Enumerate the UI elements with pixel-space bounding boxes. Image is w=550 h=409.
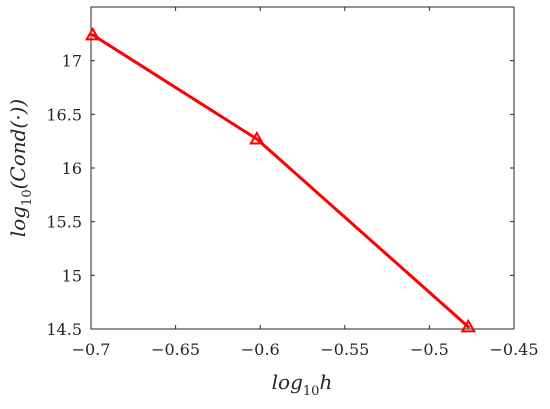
y-axis-label-sub: 10 — [20, 189, 35, 206]
data-point-marker — [460, 318, 477, 333]
data-point-marker — [249, 131, 265, 145]
y-tick-label: 16.5 — [46, 105, 82, 124]
y-tick-label: 16 — [62, 159, 82, 178]
ticks-layer: −0.7 −0.65 −0.6 −0.55 −0.5 −0.45 14.5 15 15.5 16 1… — [46, 7, 539, 359]
x-tick-label: −0.55 — [320, 340, 369, 359]
y-tick-label: 17 — [62, 52, 82, 71]
data-point-marker — [84, 26, 101, 41]
x-tick-label: −0.7 — [72, 340, 111, 359]
x-axis-label-sub: 10 — [303, 384, 320, 399]
x-tick-label: −0.5 — [410, 340, 449, 359]
plot-area — [90, 6, 515, 330]
y-tick-label: 15.5 — [46, 213, 82, 232]
x-tick-label: −0.6 — [241, 340, 280, 359]
y-tick-label: 15 — [62, 266, 82, 285]
x-axis-label-tail: h — [319, 370, 332, 394]
y-axis-label-tail: (Cond(·)) — [6, 99, 30, 190]
x-tick-label: −0.45 — [489, 340, 538, 359]
y-axis-label: log10(Cond(·)) — [6, 99, 35, 237]
y-tick-label: 14.5 — [46, 320, 82, 339]
series-layer — [84, 26, 477, 333]
y-axis-label-main: log — [6, 206, 30, 237]
series-line — [91, 33, 470, 329]
x-axis-label-main: log — [272, 370, 303, 394]
x-axis-label: log10h — [272, 370, 333, 399]
x-tick-label: −0.65 — [151, 340, 200, 359]
